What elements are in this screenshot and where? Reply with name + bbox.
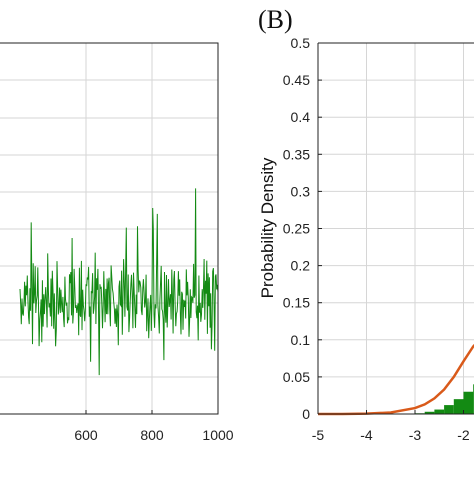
panel-b-y-tick-label: 0.35 <box>283 146 310 162</box>
panel-b-y-tick-label: 0.3 <box>291 183 311 199</box>
panel-b-x-tick-label: -2 <box>457 427 470 443</box>
panel-b-histogram <box>415 384 474 414</box>
panel-b-y-ticks: 0 0.05 0.1 0.15 0.2 0.25 0.3 0.35 0.4 0.45 0.5 <box>283 35 322 422</box>
panel-b-y-tick-label: 0.2 <box>291 258 311 274</box>
panel-b-histogram-bar <box>444 405 454 414</box>
panel-a-series-line <box>19 188 219 376</box>
panel-b-y-tick-label: 0.15 <box>283 295 310 311</box>
panel-a: 600 800 1000 <box>0 42 234 443</box>
panel-b-label: (B) <box>258 5 293 34</box>
panel-b-fitted-curve <box>318 343 474 416</box>
panel-b-histogram-bar <box>434 409 445 414</box>
panel-b-histogram-bar <box>424 411 435 414</box>
panel-b-y-tick-label: 0.5 <box>291 35 311 51</box>
panel-a-x-tick-label: 1000 <box>202 427 233 443</box>
panel-b-y-tick-label: 0.05 <box>283 369 310 385</box>
panel-b-y-tick-label: 0 <box>302 406 310 422</box>
panel-b-y-tick-label: 0.1 <box>291 332 311 348</box>
panel-b: (B) 0 0.05 0.1 0.15 0.2 0.25 0.3 0.35 0.4 0.45 0.5… <box>258 5 474 443</box>
panel-a-frame <box>0 42 219 415</box>
panel-b-x-tick-label: -4 <box>360 427 373 443</box>
panel-b-x-tick-label: -5 <box>312 427 325 443</box>
panel-a-x-tick-label: 800 <box>140 427 164 443</box>
panel-b-y-axis-title: Probability Density <box>258 157 277 298</box>
panel-b-grid <box>318 42 474 414</box>
panel-b-x-tick-label: -3 <box>409 427 422 443</box>
panel-a-x-ticks: 600 800 1000 <box>74 410 234 443</box>
panel-b-y-tick-label: 0.4 <box>291 109 311 125</box>
panel-a-grid <box>0 43 218 414</box>
panel-b-histogram-bar <box>453 399 464 414</box>
panel-b-y-tick-label: 0.45 <box>283 72 310 88</box>
panel-b-y-tick-label: 0.25 <box>283 221 310 237</box>
panel-a-x-tick-label: 600 <box>74 427 98 443</box>
panel-b-histogram-bar <box>463 391 474 414</box>
panel-b-x-ticks: -5 -4 -3 -2 <box>312 410 470 443</box>
